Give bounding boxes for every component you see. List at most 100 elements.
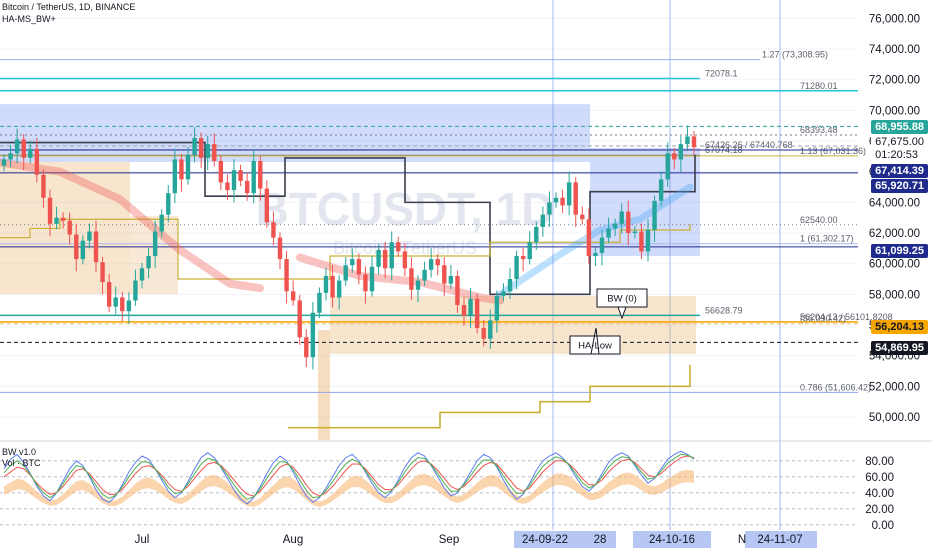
oscillator-title[interactable]: BW v1.0 xyxy=(2,447,37,457)
candle-body xyxy=(442,265,447,284)
price-axis-label: 58,000.00 xyxy=(869,289,920,301)
candle-body xyxy=(619,211,624,224)
candle-body xyxy=(225,182,230,191)
level-label: 56628.79 xyxy=(705,305,743,315)
candle-body xyxy=(87,231,92,241)
trail-step-line-2 xyxy=(0,218,691,280)
osc-axis-label: 80.00 xyxy=(865,456,894,468)
candle-body xyxy=(350,259,355,266)
candle-body xyxy=(527,242,532,260)
candle-body xyxy=(304,337,309,358)
time-range-highlight xyxy=(514,531,616,548)
candle-body xyxy=(645,229,651,252)
candle-body xyxy=(566,182,572,206)
candle-body xyxy=(310,312,316,358)
osc-series-slow xyxy=(3,455,695,497)
oscillator-subtitle: Vol · BTC xyxy=(2,458,41,468)
level-label: 1.27 (73,308.95) xyxy=(762,50,828,60)
candle-body xyxy=(409,268,414,290)
candle-body xyxy=(284,259,289,292)
candle-body xyxy=(8,153,13,160)
candle-body xyxy=(672,153,677,160)
candle-body xyxy=(691,136,697,148)
bar-countdown: 01:20:53 xyxy=(875,149,918,161)
candle-body xyxy=(74,234,79,260)
candle-body xyxy=(271,222,276,238)
price-axis-label: 60,000.00 xyxy=(869,259,920,271)
candle-body xyxy=(343,265,348,281)
oscillator-pane xyxy=(0,450,858,526)
candle-body xyxy=(580,214,585,220)
candle-body xyxy=(455,275,460,306)
candle-body xyxy=(435,259,440,266)
candle-body xyxy=(606,228,611,238)
candle-body xyxy=(685,136,690,145)
candle-body xyxy=(179,159,184,180)
candle-body xyxy=(356,259,362,275)
candle-body xyxy=(501,291,506,296)
candle-body xyxy=(593,252,598,257)
candle-body xyxy=(34,148,40,175)
candle-body xyxy=(474,298,480,329)
candle-body xyxy=(238,170,243,181)
candle-body xyxy=(382,249,388,269)
candle-body xyxy=(448,275,454,284)
price-tag-level-1: 67,414.39 xyxy=(871,164,928,178)
zone-orange-left xyxy=(0,162,130,294)
time-axis-label: Sep xyxy=(439,534,459,546)
price-tag-level-2: 65,920.71 xyxy=(871,179,928,193)
candle-body xyxy=(652,200,657,230)
candle-body xyxy=(336,280,342,298)
osc-axis-label: 40.00 xyxy=(865,488,894,500)
ha-low-callout: HA-Low xyxy=(578,341,612,352)
price-axis-label: 70,000.00 xyxy=(869,105,920,117)
candle-body xyxy=(507,279,513,292)
candle-body xyxy=(205,144,210,158)
time-axis-label: 28 xyxy=(594,534,607,546)
trail-step-line xyxy=(288,364,691,429)
candle-body xyxy=(106,282,112,307)
time-axis[interactable]: Jul Aug Sep 24-09-22 28 24-10-16 N 24-11-07 xyxy=(0,530,932,550)
candle-body xyxy=(494,295,500,321)
level-label: 62540.00 xyxy=(800,215,838,225)
level-label: 68393.48 xyxy=(800,125,838,135)
ha-low-callout-bubble xyxy=(569,327,621,355)
price-axis-label: 62,000.00 xyxy=(869,228,920,240)
candle-body xyxy=(231,170,237,191)
price-axis-label: 50,000.00 xyxy=(869,412,920,424)
candle-body xyxy=(488,320,493,339)
candle-body xyxy=(146,256,151,269)
candle-body xyxy=(547,202,552,215)
bw-callout-bubble xyxy=(596,288,648,320)
zone-blue-right xyxy=(590,148,700,256)
candle-body xyxy=(317,292,322,313)
level-label: (56,090.42) xyxy=(800,314,846,324)
candle-body xyxy=(152,231,158,257)
candle-body xyxy=(678,144,684,160)
horizontal-levels: 1.27 (73,308.95) 72078.1 71280.01 68393.48 6… xyxy=(0,50,893,393)
price-axis-label: 72,000.00 xyxy=(869,75,920,87)
structure-step-line xyxy=(0,141,696,296)
candle-body xyxy=(599,237,605,253)
symbol-title: Bitcoin / TetherUS, 1D, BINANCE xyxy=(2,2,136,12)
candle-body xyxy=(363,274,368,292)
candle-body xyxy=(60,217,66,221)
candle-body xyxy=(139,268,145,281)
candle-body xyxy=(47,197,53,224)
osc-band xyxy=(4,469,694,507)
time-axis-label: Aug xyxy=(283,534,303,546)
level-label: 1.13 (67,031.36) xyxy=(800,146,866,156)
candle-body xyxy=(534,226,539,243)
candle-body xyxy=(658,179,664,201)
candle-body xyxy=(323,275,329,293)
candle-body xyxy=(21,139,26,158)
candle-body xyxy=(612,223,618,229)
indicator-label[interactable]: HA-MS_BW+ xyxy=(2,14,56,24)
candle-body xyxy=(297,300,302,338)
candle-body xyxy=(428,259,434,270)
candle-body xyxy=(93,231,99,263)
watermark: BTCUSDT, 1D Bitcoin / TetherUS xyxy=(255,183,554,258)
zone-orange-spike xyxy=(318,330,330,440)
